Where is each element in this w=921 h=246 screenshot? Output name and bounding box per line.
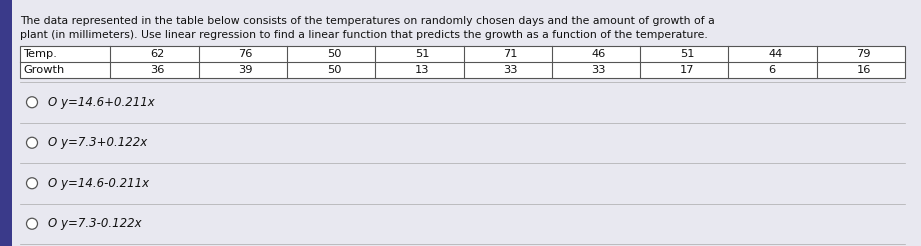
Point bbox=[811, 45, 822, 47]
Point bbox=[282, 77, 293, 79]
Text: 51: 51 bbox=[415, 49, 429, 59]
Text: 16: 16 bbox=[857, 65, 871, 75]
Bar bbox=[0, 0, 12, 246]
Text: 51: 51 bbox=[680, 49, 694, 59]
Text: 6: 6 bbox=[768, 65, 775, 75]
Text: 17: 17 bbox=[680, 65, 694, 75]
Circle shape bbox=[27, 137, 38, 148]
Text: 50: 50 bbox=[327, 49, 342, 59]
Circle shape bbox=[27, 178, 38, 189]
Point bbox=[546, 77, 557, 79]
Point bbox=[193, 45, 204, 47]
Circle shape bbox=[27, 218, 38, 229]
Bar bbox=[20, 46, 905, 78]
Text: 33: 33 bbox=[504, 65, 518, 75]
Point bbox=[105, 45, 116, 47]
Text: Growth: Growth bbox=[23, 65, 64, 75]
Text: 46: 46 bbox=[591, 49, 606, 59]
Point bbox=[723, 77, 734, 79]
Text: 44: 44 bbox=[768, 49, 783, 59]
Point bbox=[546, 45, 557, 47]
Text: 50: 50 bbox=[327, 65, 342, 75]
Text: 76: 76 bbox=[239, 49, 253, 59]
Text: The data represented in the table below consists of the temperatures on randomly: The data represented in the table below … bbox=[20, 16, 715, 26]
Point bbox=[282, 45, 293, 47]
Text: O y=7.3+0.122x: O y=7.3+0.122x bbox=[48, 136, 147, 149]
Point bbox=[370, 45, 381, 47]
Point bbox=[458, 77, 469, 79]
Point bbox=[811, 77, 822, 79]
Text: 39: 39 bbox=[239, 65, 253, 75]
Text: 36: 36 bbox=[150, 65, 165, 75]
Point bbox=[723, 45, 734, 47]
Point bbox=[105, 77, 116, 79]
Text: Temp.: Temp. bbox=[23, 49, 57, 59]
Text: plant (in millimeters). Use linear regression to find a linear function that pre: plant (in millimeters). Use linear regre… bbox=[20, 30, 707, 40]
Text: O y=7.3-0.122x: O y=7.3-0.122x bbox=[48, 217, 142, 230]
Text: 62: 62 bbox=[150, 49, 165, 59]
Text: 79: 79 bbox=[857, 49, 871, 59]
Text: 13: 13 bbox=[415, 65, 429, 75]
Point bbox=[635, 77, 646, 79]
Point bbox=[370, 77, 381, 79]
Point bbox=[635, 45, 646, 47]
Point bbox=[193, 77, 204, 79]
Circle shape bbox=[27, 97, 38, 108]
Text: 33: 33 bbox=[591, 65, 606, 75]
Text: O y=14.6+0.211x: O y=14.6+0.211x bbox=[48, 96, 155, 109]
Text: O y=14.6-0.211x: O y=14.6-0.211x bbox=[48, 177, 149, 190]
Point bbox=[458, 45, 469, 47]
Text: 71: 71 bbox=[504, 49, 518, 59]
